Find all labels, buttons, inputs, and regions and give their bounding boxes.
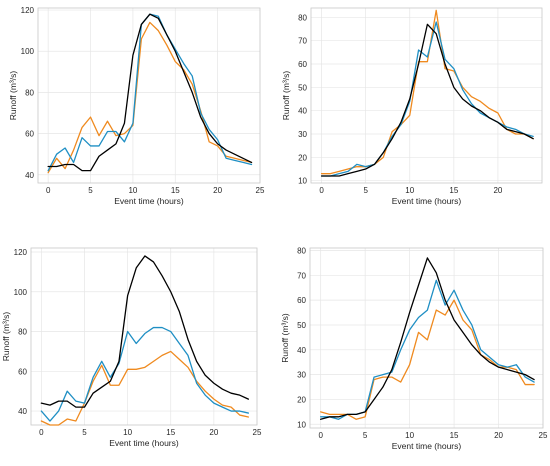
y-tick-label: 50 xyxy=(297,321,306,330)
y-tick-label: 80 xyxy=(25,88,34,97)
chart-panel-top-left: 0 5 10 15 20 25 40 60 80 100 120 Event time (hours)… xyxy=(8,6,265,206)
x-tick-label: 5 xyxy=(82,428,87,437)
y-tick-label: 70 xyxy=(298,37,307,46)
y-tick-label: 10 xyxy=(298,177,307,186)
x-tick-label: 20 xyxy=(494,431,503,440)
y-tick-label: 60 xyxy=(18,367,27,376)
y-tick-label: 20 xyxy=(298,153,307,162)
y-tick-label: 120 xyxy=(21,6,35,15)
y-tick-label: 30 xyxy=(298,130,307,139)
plot-frame xyxy=(309,247,544,429)
y-tick-label: 20 xyxy=(297,395,306,404)
x-tick-label: 10 xyxy=(128,186,137,195)
x-tick-label: 15 xyxy=(166,428,175,437)
series-line xyxy=(320,23,534,177)
series-line xyxy=(320,9,534,175)
plot-frame xyxy=(310,7,543,184)
y-axis-title: Runoff (m³/s) xyxy=(280,313,290,363)
y-axis-title: Runoff (m³/s) xyxy=(1,312,11,362)
series-line xyxy=(47,13,253,172)
series-line xyxy=(40,350,250,426)
x-tick-label: 20 xyxy=(213,186,222,195)
plot-frame xyxy=(30,247,258,426)
x-axis-title: Event time (hours) xyxy=(392,441,462,451)
x-tick-label: 10 xyxy=(405,186,414,195)
x-tick-label: 0 xyxy=(39,428,44,437)
x-tick-label: 10 xyxy=(405,431,414,440)
series-line xyxy=(320,299,535,420)
series-line xyxy=(47,21,253,174)
x-tick-label: 5 xyxy=(363,431,368,440)
y-axis-title: Runoff (m³/s) xyxy=(8,71,18,121)
x-tick-label: 0 xyxy=(46,186,51,195)
x-axis-title: Event time (hours) xyxy=(114,196,184,206)
y-tick-label: 80 xyxy=(18,328,27,337)
x-tick-label: 15 xyxy=(449,186,458,195)
chart-panel-bottom-left: 0 5 10 15 20 25 40 60 80 100 120 Event time (hours)… xyxy=(1,247,262,448)
y-tick-label: 100 xyxy=(21,47,35,56)
x-tick-label: 10 xyxy=(123,428,132,437)
x-tick-label: 5 xyxy=(363,186,368,195)
series-line xyxy=(320,21,534,177)
y-tick-label: 50 xyxy=(298,83,307,92)
chart-panel-top-right: 0 5 10 15 20 10 20 30 40 50 60 70 80 Event time (hour… xyxy=(281,7,543,206)
x-tick-label: 15 xyxy=(450,431,459,440)
x-axis-title: Event time (hours) xyxy=(392,196,462,206)
y-tick-label: 60 xyxy=(25,130,34,139)
chart-panel-bottom-right: 0 5 10 15 20 25 10 20 30 40 50 60 70 80 Event time (ho… xyxy=(280,246,548,451)
y-tick-label: 40 xyxy=(18,407,27,416)
x-tick-label: 20 xyxy=(209,428,218,437)
y-tick-label: 70 xyxy=(297,271,306,280)
y-tick-label: 80 xyxy=(297,246,306,255)
x-tick-label: 25 xyxy=(539,431,548,440)
y-tick-label: 100 xyxy=(14,288,28,297)
series-line xyxy=(40,255,250,408)
y-tick-label: 40 xyxy=(298,107,307,116)
x-tick-label: 20 xyxy=(493,186,502,195)
series-line xyxy=(320,257,535,420)
x-tick-label: 25 xyxy=(253,428,262,437)
y-tick-label: 40 xyxy=(25,171,34,180)
plot-frame xyxy=(37,7,261,184)
y-tick-label: 120 xyxy=(14,248,28,257)
y-tick-label: 60 xyxy=(297,296,306,305)
x-tick-label: 15 xyxy=(171,186,180,195)
x-tick-label: 25 xyxy=(256,186,265,195)
y-axis-title: Runoff (m³/s) xyxy=(281,71,291,121)
y-tick-label: 30 xyxy=(297,371,306,380)
x-axis-title: Event time (hours) xyxy=(109,438,179,448)
y-tick-label: 40 xyxy=(297,346,306,355)
y-tick-label: 80 xyxy=(298,13,307,22)
y-tick-label: 60 xyxy=(298,60,307,69)
x-tick-label: 5 xyxy=(88,186,93,195)
x-tick-label: 0 xyxy=(319,186,324,195)
series-line xyxy=(40,326,250,422)
y-tick-label: 10 xyxy=(297,420,306,429)
x-tick-label: 0 xyxy=(318,431,323,440)
